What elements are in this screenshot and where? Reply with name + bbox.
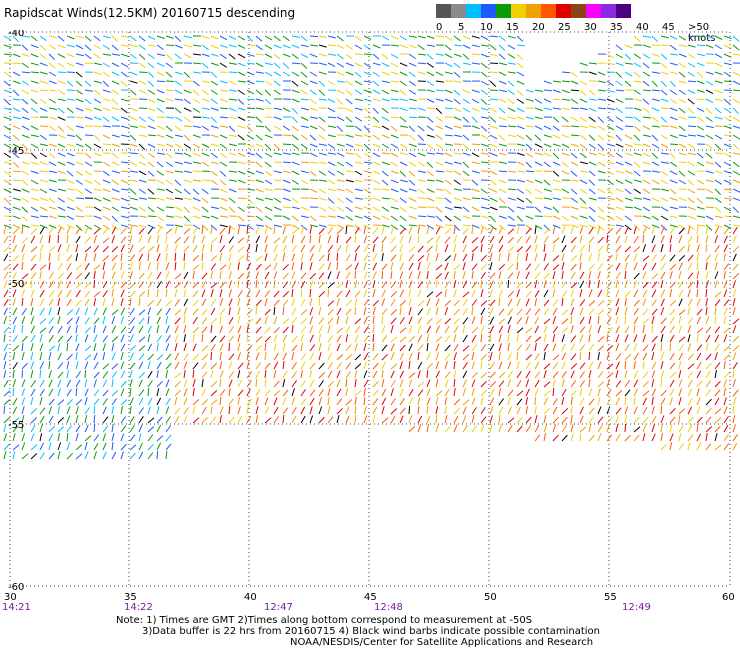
lon-label: 30 — [4, 592, 17, 603]
pass-time: 14:22 — [124, 602, 153, 613]
lon-label: 45 — [364, 592, 377, 603]
wind-speed-legend: 0 5 10 15 20 25 30 35 40 45 >50 knots — [436, 4, 715, 44]
pass-time: 12:49 — [622, 602, 651, 613]
legend-swatch — [616, 4, 631, 18]
legend-label: 30 — [584, 22, 597, 33]
legend-label: 45 — [662, 22, 675, 33]
legend-swatch — [481, 4, 496, 18]
lon-label: 50 — [484, 592, 497, 603]
legend-swatch — [466, 4, 481, 18]
lat-label: -60 — [8, 582, 24, 590]
legend-label: 25 — [558, 22, 571, 33]
lon-label: 60 — [722, 592, 735, 603]
legend-label: >50 knots — [688, 22, 716, 44]
legend-label: 15 — [506, 22, 519, 33]
lat-label: -55 — [8, 420, 24, 431]
legend-label: 40 — [636, 22, 649, 33]
legend-label: 35 — [610, 22, 623, 33]
legend-swatch — [571, 4, 586, 18]
footnote-line-1: Note: 1) Times are GMT 2)Times along bot… — [116, 615, 533, 626]
legend-label: 10 — [480, 22, 493, 33]
legend-swatch — [451, 4, 466, 18]
lon-label: 40 — [244, 592, 257, 603]
pass-time: 12:48 — [374, 602, 403, 613]
legend-swatch — [436, 4, 451, 18]
legend-swatch — [496, 4, 511, 18]
legend-swatch — [511, 4, 526, 18]
legend-swatch — [586, 4, 601, 18]
lat-label: -50 — [8, 279, 24, 290]
lon-label: 55 — [604, 592, 617, 603]
legend-swatch — [541, 4, 556, 18]
legend-label: 0 — [436, 22, 443, 33]
map-title: Rapidscat Winds(12.5KM) 20160715 descend… — [4, 6, 296, 20]
grid-lines — [9, 31, 731, 587]
legend-label: 20 — [532, 22, 545, 33]
wind-barb-map: -40 -45 -50 -55 -60 — [3, 30, 740, 590]
lat-label: -45 — [8, 146, 24, 157]
footnote-credit: NOAA/NESDIS/Center for Satellite Applica… — [290, 637, 594, 648]
lon-label: 35 — [124, 592, 137, 603]
pass-time: 14:21 — [2, 602, 31, 613]
legend-label: 5 — [458, 22, 465, 33]
pass-time: 12:47 — [264, 602, 293, 613]
footnote-line-2: 3)Data buffer is 22 hrs from 20160715 4)… — [142, 626, 600, 637]
lat-label: -40 — [8, 30, 24, 39]
legend-swatch — [556, 4, 571, 18]
legend-swatch — [601, 4, 616, 18]
wind-barbs — [3, 35, 740, 460]
legend-swatch — [526, 4, 541, 18]
